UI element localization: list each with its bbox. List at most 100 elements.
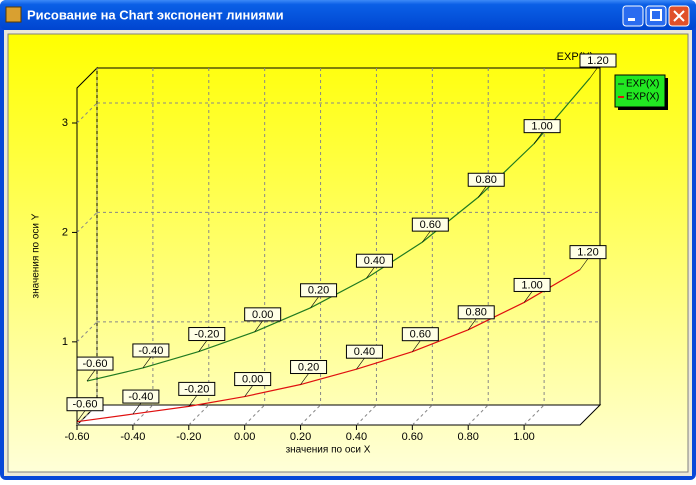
x-tick-label: 0.00 — [234, 431, 255, 443]
grid-line — [411, 404, 433, 426]
data-label: 1.00 — [531, 121, 552, 133]
grid-line — [244, 404, 266, 426]
grid-line — [356, 404, 377, 426]
x-tick-label: 1.00 — [513, 431, 534, 443]
app-icon — [5, 6, 22, 23]
data-label-box — [355, 253, 393, 268]
data-label-box — [66, 397, 104, 412]
grid-line — [467, 404, 489, 426]
data-label-box — [401, 327, 439, 342]
label-connector — [76, 410, 86, 422]
label-connector — [422, 230, 431, 243]
label-connector — [523, 291, 533, 303]
grid-line — [300, 404, 321, 426]
label-connector — [477, 186, 487, 198]
label-connector — [300, 373, 309, 385]
data-label-box — [244, 307, 282, 322]
grid-line — [76, 212, 98, 233]
data-label-box — [569, 245, 607, 260]
data-label: -0.20 — [194, 328, 219, 340]
data-label-box — [122, 389, 160, 404]
y-tick-label: 2 — [62, 226, 68, 238]
chart: значения по оси Y значения по оси X EXP(… — [31, 51, 668, 456]
data-label: 0.80 — [476, 174, 497, 186]
label-connector — [467, 318, 477, 330]
data-label-box — [457, 305, 495, 320]
title-bar — [0, 0, 696, 30]
data-label: 0.00 — [242, 373, 263, 385]
data-label: 0.00 — [252, 309, 273, 321]
data-label: 0.40 — [354, 346, 375, 358]
label-connector — [412, 340, 421, 352]
data-label: 1.20 — [577, 247, 598, 259]
data-label-box — [300, 283, 338, 298]
label-connector — [132, 402, 142, 415]
data-label-box — [513, 277, 551, 292]
data-label: 0.80 — [466, 307, 487, 319]
data-label: 0.40 — [364, 255, 385, 267]
label-connector — [142, 356, 152, 369]
data-label-box — [178, 381, 216, 396]
grid-line — [523, 404, 545, 426]
data-label: -0.60 — [82, 358, 107, 370]
series-line — [76, 269, 581, 423]
data-label: 0.60 — [420, 219, 441, 231]
window-title: Рисование на Chart экспонент линиями — [27, 7, 284, 22]
grid-line — [76, 321, 98, 343]
y-tick-label: 3 — [62, 117, 68, 129]
x-tick-label: 0.20 — [290, 431, 311, 443]
y-axis-title: значения по оси Y — [31, 213, 42, 298]
series-line — [86, 77, 591, 382]
data-label: 0.60 — [410, 329, 431, 341]
data-label-box — [290, 360, 328, 375]
data-label-box — [76, 356, 114, 371]
data-label: -0.60 — [72, 399, 97, 411]
data-label: -0.40 — [128, 391, 153, 403]
data-label-box — [523, 119, 561, 134]
data-label-box — [188, 327, 226, 342]
minimize-button[interactable] — [622, 5, 644, 27]
grid-line — [76, 404, 98, 426]
floor — [75, 404, 602, 426]
legend — [614, 74, 666, 108]
label-connector — [366, 267, 375, 279]
grid-line — [76, 102, 98, 124]
legend-label: EXP(X) — [626, 92, 659, 103]
data-label-box — [579, 53, 617, 68]
data-label-box — [467, 172, 505, 187]
x-tick-label: -0.60 — [64, 431, 89, 443]
data-label: 1.00 — [521, 279, 542, 291]
x-tick-label: -0.20 — [176, 431, 201, 443]
label-connector — [533, 132, 543, 144]
close-button[interactable] — [668, 5, 690, 27]
label-connector — [254, 320, 263, 333]
x-tick-label: -0.40 — [120, 431, 145, 443]
label-connector — [579, 258, 589, 270]
x-axis-title: значения по оси X — [286, 445, 371, 456]
grid-line — [132, 404, 154, 426]
legend-label: EXP(X) — [626, 79, 659, 90]
data-label: 1.20 — [587, 55, 608, 67]
data-label: -0.40 — [138, 345, 163, 357]
data-label-box — [132, 343, 170, 358]
x-tick-label: 0.80 — [458, 431, 479, 443]
grid-line — [188, 404, 210, 426]
x-tick-label: 0.60 — [402, 431, 423, 443]
label-connector — [310, 296, 319, 308]
data-label-box — [234, 372, 272, 387]
y-tick-label: 1 — [62, 336, 68, 348]
x-tick-label: 0.40 — [346, 431, 367, 443]
data-label: 0.20 — [308, 285, 329, 297]
maximize-button[interactable] — [645, 5, 667, 27]
label-connector — [86, 369, 96, 382]
data-label: 0.20 — [298, 361, 319, 373]
data-label-box — [345, 344, 383, 359]
label-connector — [589, 66, 599, 79]
data-label-box — [411, 217, 449, 232]
data-label: -0.20 — [184, 383, 209, 395]
label-connector — [244, 385, 253, 397]
label-connector — [188, 395, 198, 407]
label-connector — [198, 340, 208, 352]
label-connector — [356, 358, 365, 370]
